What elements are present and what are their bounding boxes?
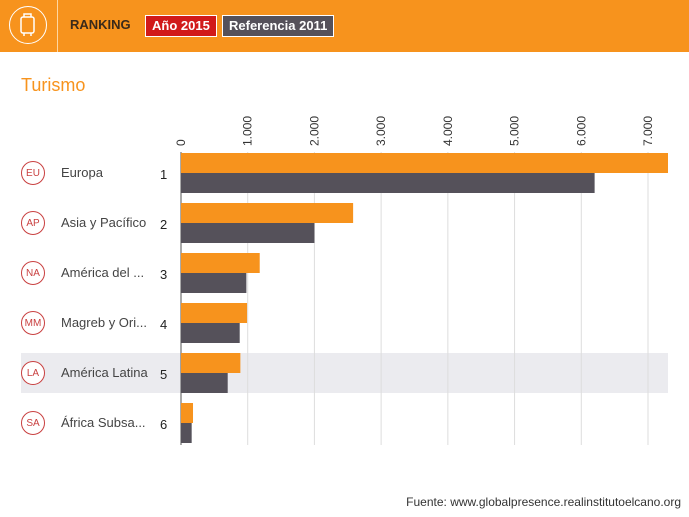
x-tick-label: 0: [174, 139, 188, 146]
x-tick-label: 7.000: [641, 116, 655, 146]
region-name[interactable]: África Subsa...: [61, 415, 146, 430]
bar-2011[interactable]: [181, 273, 247, 293]
logo[interactable]: [0, 0, 58, 52]
region-name[interactable]: Europa: [61, 165, 103, 180]
region-code-icon: SA: [21, 411, 45, 435]
region-name[interactable]: América Latina: [61, 365, 148, 380]
region-code-icon: LA: [21, 361, 45, 385]
bar-2011[interactable]: [181, 373, 228, 393]
region-name[interactable]: América del ...: [61, 265, 145, 280]
region-rank: 2: [160, 217, 168, 232]
region-rank: 5: [160, 367, 168, 382]
bar-2011[interactable]: [181, 423, 192, 443]
suitcase-icon: [9, 6, 47, 44]
region-rank: 3: [160, 267, 168, 282]
x-tick-label: 5.000: [508, 116, 522, 146]
x-tick-label: 3.000: [374, 116, 388, 146]
bar-2011[interactable]: [181, 323, 240, 343]
bar-2015[interactable]: [181, 403, 194, 423]
region-rank: 4: [160, 317, 168, 332]
bar-2015[interactable]: [181, 203, 354, 223]
region-rank: 1: [160, 167, 168, 182]
highlighted-row: [21, 353, 668, 393]
region-code-icon: NA: [21, 261, 45, 285]
region-rank: 6: [160, 417, 168, 432]
bar-2015[interactable]: [181, 253, 260, 273]
section-title: Turismo: [21, 75, 86, 95]
region-name[interactable]: Asia y Pacífico: [61, 215, 147, 230]
x-tick-label: 6.000: [574, 116, 588, 146]
bar-2011[interactable]: [181, 223, 315, 243]
region-code-icon: EU: [21, 161, 45, 185]
region-code-icon: MM: [21, 311, 45, 335]
reference-badge[interactable]: Referencia 2011: [222, 15, 335, 37]
region-code-icon: AP: [21, 211, 45, 235]
ranking-label: RANKING: [70, 17, 131, 32]
x-tick-label: 4.000: [441, 116, 455, 146]
bar-2011[interactable]: [181, 173, 595, 193]
bar-2015[interactable]: [181, 353, 241, 373]
x-tick-label: 2.000: [307, 116, 321, 146]
bar-2015[interactable]: [181, 303, 248, 323]
header-bar: RANKING Año 2015 Referencia 2011: [0, 0, 689, 52]
x-tick-label: 1.000: [241, 116, 255, 146]
region-name[interactable]: Magreb y Ori...: [61, 315, 147, 330]
bar-2015[interactable]: [181, 153, 668, 173]
year-badge[interactable]: Año 2015: [145, 15, 217, 37]
source-text: Fuente: www.globalpresence.realinstituto…: [406, 495, 681, 509]
